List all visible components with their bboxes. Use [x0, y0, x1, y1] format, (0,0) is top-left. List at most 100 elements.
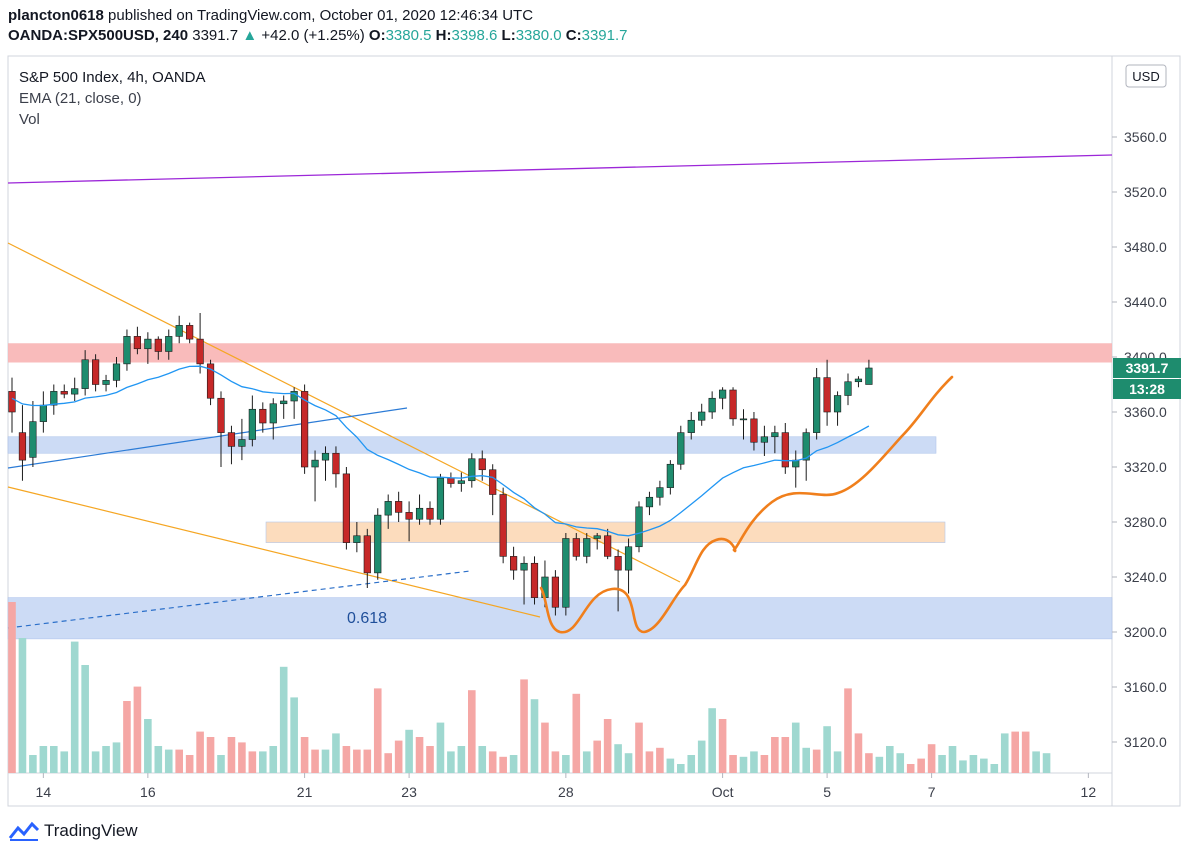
upper-wedge-line — [7, 242, 681, 583]
time-badge-text: 13:28 — [1129, 381, 1165, 397]
currency-button[interactable] — [1125, 64, 1167, 88]
volume-bar — [164, 749, 173, 773]
volume-bar — [802, 747, 810, 773]
high-label: H: — [435, 27, 452, 44]
candle-body — [426, 507, 434, 520]
candle — [144, 332, 152, 364]
candle — [280, 395, 288, 419]
volume-bar — [980, 758, 988, 773]
volume-bar — [279, 666, 288, 773]
volume-bar — [718, 719, 727, 773]
candle — [154, 336, 162, 360]
volume-bar — [1000, 733, 1009, 773]
y-tick-label: 3480.0 — [1124, 239, 1167, 255]
candle — [781, 423, 789, 474]
candle-body — [624, 546, 633, 571]
candle-body — [384, 501, 392, 516]
candle-body — [206, 363, 215, 399]
author-name[interactable]: plancton0618 — [8, 7, 104, 24]
volume-bar — [896, 753, 905, 773]
candle-body — [227, 432, 236, 447]
volume-bar — [60, 751, 69, 773]
candle — [792, 450, 800, 488]
candle — [248, 395, 256, 447]
volume-bar — [29, 755, 37, 773]
candle-body — [405, 512, 413, 520]
candle-body — [468, 458, 476, 482]
candle — [196, 313, 204, 374]
symbol-label: OANDA:SPX500USD, 240 — [8, 27, 189, 44]
volume-bar — [196, 731, 204, 773]
candle-body — [238, 439, 246, 447]
candle — [374, 508, 382, 580]
candle — [865, 359, 873, 385]
volume-bar — [8, 602, 16, 773]
volume-bar — [321, 749, 330, 773]
candle — [102, 374, 110, 392]
candle — [321, 446, 330, 481]
legend-ema: EMA (21, close, 0) — [19, 90, 142, 107]
candle — [739, 409, 748, 440]
candle-body — [71, 388, 79, 395]
candle — [624, 538, 633, 594]
volume-bar — [927, 744, 936, 773]
candle — [290, 387, 298, 419]
candle-body — [551, 576, 559, 608]
candle-body — [572, 538, 580, 557]
candle — [29, 401, 37, 467]
price-axis[interactable]: 3120.0 3160.0 3200.0 3240.0 3280.0 3320.0 3360… — [1112, 129, 1167, 750]
volume-bar — [311, 749, 319, 773]
candle-body — [687, 419, 695, 433]
candle — [405, 501, 413, 542]
volume-bar — [290, 697, 298, 773]
y-tick-label: 3440.0 — [1124, 294, 1167, 310]
volume-bar — [50, 746, 58, 773]
candle — [332, 446, 340, 488]
x-tick-label: 7 — [928, 784, 936, 800]
candle-body — [81, 359, 89, 389]
volume-bar — [593, 740, 601, 773]
volume-layer — [8, 602, 1051, 773]
volume-bar — [373, 688, 382, 773]
candle — [823, 359, 831, 426]
candle-body — [269, 403, 277, 424]
candle — [844, 373, 852, 406]
chart-frame — [7, 55, 1181, 807]
candle-body — [447, 477, 455, 484]
brand-name: TradingView — [44, 821, 138, 840]
low-value: 3380.0 — [515, 27, 562, 44]
candle-body — [823, 377, 831, 413]
volume-bar — [697, 740, 706, 773]
volume-bar — [844, 688, 852, 773]
volume-bar — [394, 740, 403, 773]
volume-bar — [959, 760, 967, 773]
projection-layer — [539, 375, 954, 634]
candle-body — [353, 535, 361, 543]
candle — [572, 533, 580, 561]
candle — [8, 377, 16, 433]
time-axis[interactable]: 14 16 21 23 28 Oct 5 7 12 — [36, 773, 1097, 800]
candle — [468, 453, 476, 488]
volume-bar — [499, 756, 507, 773]
chart-header: plancton0618 published on TradingView.co… — [8, 6, 1178, 46]
candle-body — [478, 458, 486, 471]
volume-bar — [833, 751, 842, 773]
candle — [175, 315, 183, 344]
volume-bar — [530, 699, 539, 773]
candle — [509, 546, 518, 580]
candle — [645, 491, 654, 516]
up-arrow-icon: ▲ — [242, 27, 258, 44]
candle — [802, 428, 810, 481]
candle — [718, 387, 727, 410]
candle — [656, 480, 664, 506]
candle — [123, 329, 131, 371]
candle — [165, 329, 173, 360]
y-tick-label: 3120.0 — [1124, 734, 1167, 750]
published-text: published on TradingView.com, October 01… — [108, 7, 534, 24]
volume-bar — [436, 722, 445, 773]
candle-body — [50, 391, 58, 406]
brand-footer[interactable]: TradingView — [8, 820, 138, 842]
volume-bar — [154, 746, 163, 773]
candle-body — [311, 459, 319, 468]
